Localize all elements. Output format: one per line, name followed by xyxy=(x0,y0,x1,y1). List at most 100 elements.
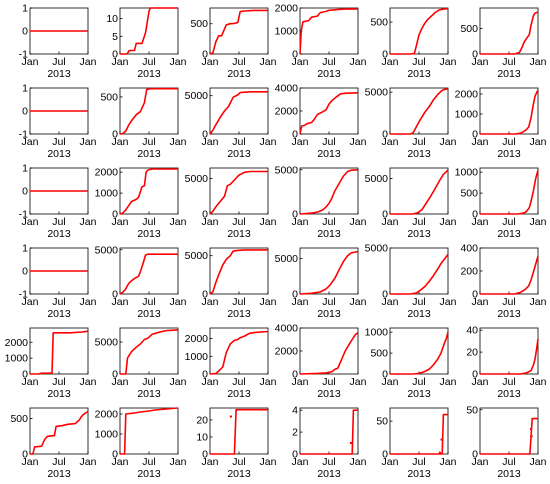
x-tick-label: Jan xyxy=(112,136,129,148)
x-axis-label: 2013 xyxy=(407,388,431,400)
panel-frame xyxy=(479,407,539,455)
panel-frame xyxy=(209,407,269,455)
x-tick-label: Jan xyxy=(440,456,457,468)
panel-28: 0 2000 4000 Jan Jul Jan 2013 xyxy=(275,323,367,401)
x-tick-label: Jan xyxy=(202,136,219,148)
y-tick-label: 5 xyxy=(112,31,118,43)
panel-frame xyxy=(299,407,359,455)
x-axis-label: 2013 xyxy=(137,388,161,400)
x-tick-label: Jan xyxy=(260,296,277,308)
series-line xyxy=(30,330,89,375)
series-line xyxy=(30,410,89,455)
x-tick-label: Jul xyxy=(142,456,155,468)
y-tick-label: 0 xyxy=(202,449,208,461)
y-tick-label: 500 xyxy=(370,17,388,29)
series-line xyxy=(299,8,359,55)
x-tick-label: Jul xyxy=(322,376,335,388)
y-tick-label: 0 xyxy=(382,209,388,221)
x-tick-label: Jul xyxy=(52,136,65,148)
panel-19: -1 0 1 Jan Jul Jan 2013 xyxy=(19,243,97,321)
x-tick-label: Jan xyxy=(472,296,489,308)
series-line xyxy=(480,338,539,375)
panel-16: 0 5000 Jan Jul Jan 2013 xyxy=(275,164,367,240)
x-axis-label: 2013 xyxy=(47,308,71,320)
series-line xyxy=(480,169,539,215)
x-axis-label: 2013 xyxy=(227,228,251,240)
x-tick-label: Jan xyxy=(382,296,399,308)
panel-frame xyxy=(389,167,449,215)
y-tick-label: 40 xyxy=(466,325,478,337)
x-tick-label: Jan xyxy=(170,216,187,228)
y-tick-label: 0 xyxy=(202,49,208,61)
panel-8: 0 500 Jan Jul Jan 2013 xyxy=(100,87,187,160)
x-tick-label: Jan xyxy=(350,456,367,468)
x-axis-label: 2013 xyxy=(47,388,71,400)
panel-33: 0 10 20 Jan Jul Jan 2013 xyxy=(196,407,277,480)
y-tick-label: 0 xyxy=(292,129,298,141)
panel-frame xyxy=(299,7,359,55)
series-line xyxy=(209,249,268,295)
y-tick-label: 500 xyxy=(460,23,478,35)
panel-15: 0 5000 Jan Jul Jan 2013 xyxy=(185,167,277,240)
x-axis-label: 2013 xyxy=(47,68,71,80)
x-axis-label: 2013 xyxy=(407,228,431,240)
y-tick-label: 0 xyxy=(22,369,28,381)
y-tick-label: 1000 xyxy=(95,429,119,441)
x-axis-label: 2013 xyxy=(137,68,161,80)
x-axis-label: 2013 xyxy=(227,468,251,480)
x-tick-label: Jan xyxy=(440,376,457,388)
panel-frame xyxy=(479,327,539,375)
y-tick-label: 0 xyxy=(112,289,118,301)
y-tick-label: 0 xyxy=(112,449,118,461)
panel-frame xyxy=(299,327,359,375)
x-axis-label: 2013 xyxy=(407,148,431,160)
x-axis-label: 2013 xyxy=(407,68,431,80)
panel-26: 0 5000 Jan Jul Jan 2013 xyxy=(95,327,187,400)
y-tick-label: 0 xyxy=(472,49,478,61)
series-line xyxy=(209,330,269,375)
x-tick-label: Jan xyxy=(170,56,187,68)
y-tick-label: 5000 xyxy=(275,253,299,265)
panel-frame xyxy=(119,327,179,375)
x-tick-label: Jan xyxy=(80,456,97,468)
panel-frame xyxy=(389,7,449,55)
x-tick-label: Jan xyxy=(80,376,97,388)
panel-30: 0 20 40 Jan Jul Jan 2013 xyxy=(466,325,546,400)
y-tick-label: -1 xyxy=(19,209,28,221)
panel-18: 0 500 1000 Jan Jul Jan 2013 xyxy=(455,167,547,240)
x-tick-label: Jan xyxy=(350,216,367,228)
x-tick-label: Jul xyxy=(52,216,65,228)
y-tick-label: 0 xyxy=(22,26,28,38)
x-tick-label: Jul xyxy=(412,456,425,468)
y-tick-label: 2000 xyxy=(5,337,29,349)
x-tick-label: Jul xyxy=(322,456,335,468)
y-tick-label: 1 xyxy=(22,163,28,175)
y-tick-label: 20 xyxy=(196,414,208,426)
x-tick-label: Jan xyxy=(472,376,489,388)
y-tick-label: 0 xyxy=(292,449,298,461)
y-tick-label: 200 xyxy=(460,266,478,278)
y-tick-label: 1000 xyxy=(185,351,209,363)
panel-frame xyxy=(209,87,269,135)
panel-34: 0 2 4 Jan Jul Jan 2013 xyxy=(292,405,367,480)
series-line xyxy=(120,407,179,455)
x-axis-label: 2013 xyxy=(317,148,341,160)
y-tick-label: 500 xyxy=(460,188,478,200)
y-tick-label: 500 xyxy=(370,348,388,360)
y-tick-label: 2000 xyxy=(95,167,119,179)
x-tick-label: Jan xyxy=(260,216,277,228)
y-tick-label: 0 xyxy=(292,369,298,381)
panel-11: 0 5000 Jan Jul Jan 2013 xyxy=(365,87,457,160)
y-tick-label: 0 xyxy=(472,369,478,381)
panel-29: 0 500 1000 Jan Jul Jan 2013 xyxy=(365,327,457,400)
y-tick-label: 4000 xyxy=(275,323,299,335)
x-tick-label: Jan xyxy=(112,376,129,388)
x-tick-label: Jan xyxy=(530,456,547,468)
x-axis-label: 2013 xyxy=(47,228,71,240)
panel-frame xyxy=(389,247,449,295)
x-tick-label: Jul xyxy=(412,296,425,308)
x-axis-label: 2013 xyxy=(317,228,341,240)
x-axis-label: 2013 xyxy=(137,228,161,240)
y-tick-label: 400 xyxy=(460,243,478,255)
